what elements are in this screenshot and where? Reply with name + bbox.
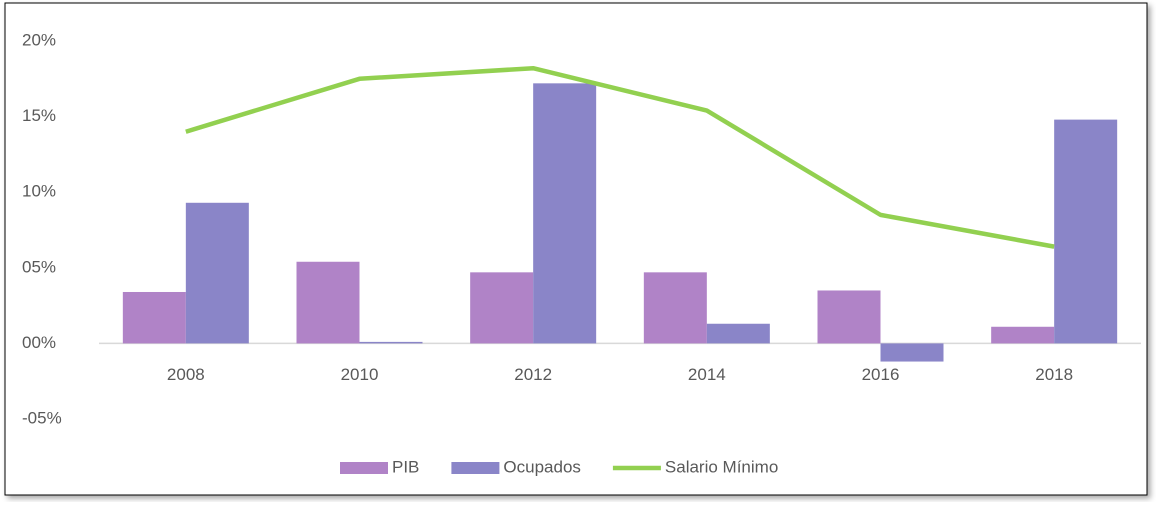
x-tick-label: 2018 bbox=[1035, 365, 1073, 384]
bar bbox=[185, 202, 249, 344]
legend-label: Salario Mínimo bbox=[665, 457, 778, 476]
legend-swatch bbox=[451, 462, 500, 474]
bar bbox=[122, 291, 186, 344]
bar bbox=[817, 290, 881, 344]
y-tick-label: 10% bbox=[22, 182, 56, 201]
bar bbox=[533, 83, 597, 344]
y-tick-label: 00% bbox=[22, 333, 56, 352]
bar bbox=[470, 272, 534, 344]
legend-label: Ocupados bbox=[503, 457, 581, 476]
x-tick-label: 2010 bbox=[341, 365, 379, 384]
x-tick-label: 2008 bbox=[167, 365, 205, 384]
line bbox=[185, 65, 1055, 249]
x-tick-label: 2012 bbox=[514, 365, 552, 384]
x-tick-label: 2016 bbox=[862, 365, 900, 384]
y-tick-label: 05% bbox=[22, 257, 56, 276]
x-tick-label: 2014 bbox=[688, 365, 726, 384]
y-tick-label: 20% bbox=[22, 30, 56, 49]
bar bbox=[991, 326, 1055, 344]
bar bbox=[706, 323, 770, 344]
bar bbox=[359, 341, 423, 344]
bar bbox=[296, 261, 360, 344]
bar bbox=[1054, 119, 1118, 344]
legend-swatch bbox=[340, 462, 388, 474]
y-tick-label: -05% bbox=[22, 408, 62, 427]
legend-label: PIB bbox=[392, 457, 419, 476]
y-tick-label: 15% bbox=[22, 106, 56, 125]
bar bbox=[643, 272, 707, 344]
bar bbox=[880, 343, 944, 362]
